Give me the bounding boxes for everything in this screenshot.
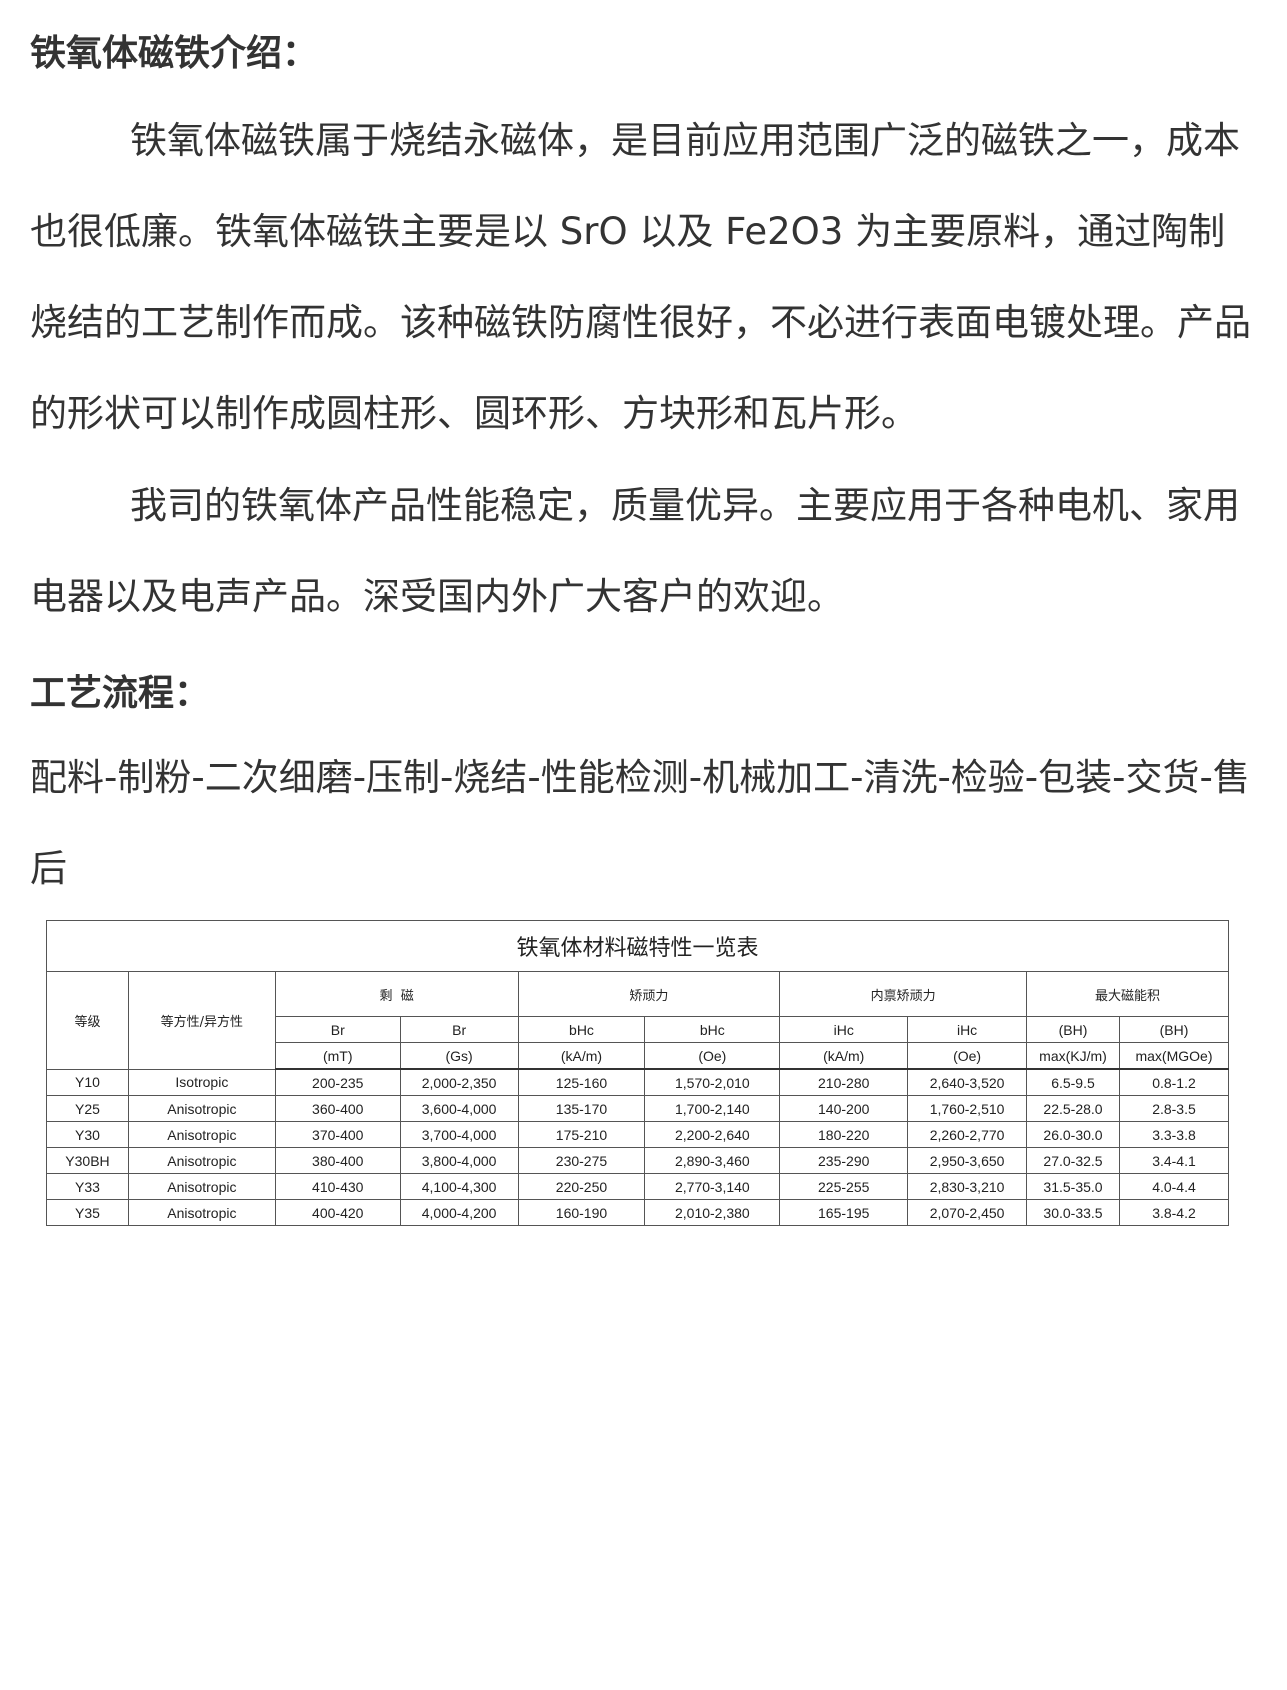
table-cell: 1,700-2,140: [644, 1095, 781, 1122]
table-cell: (kA/m): [517, 1042, 646, 1070]
table-cell: 30.0-33.5: [1026, 1199, 1120, 1226]
table-cell: 225-255: [779, 1173, 909, 1200]
table-cell: (BH): [1118, 1016, 1230, 1043]
table-cell: 370-400: [274, 1121, 401, 1148]
table-cell: 27.0-32.5: [1026, 1147, 1120, 1174]
table-cell: 210-280: [779, 1068, 909, 1096]
table-row: Y30BH Anisotropic 380-400 3,800-4,000 230-27…: [46, 1147, 1230, 1174]
table-cell: 410-430: [274, 1173, 401, 1200]
table-cell: 3,600-4,000: [399, 1095, 519, 1122]
table-cell: 3,700-4,000: [399, 1121, 519, 1148]
table-cell: max(MGOe): [1118, 1042, 1230, 1070]
table-cell: Y35: [46, 1199, 129, 1226]
table-cell: 6.5-9.5: [1026, 1068, 1120, 1096]
table-cell: 0.8-1.2: [1118, 1068, 1230, 1096]
table-cell: Y30: [46, 1121, 129, 1148]
table-cell: Anisotropic: [127, 1199, 276, 1226]
table-cell: 3.3-3.8: [1118, 1121, 1230, 1148]
table-cell: 400-420: [274, 1199, 401, 1226]
table-cell: 220-250: [517, 1173, 646, 1200]
header-grade: 等级: [46, 971, 129, 1070]
table-cell: 1,760-2,510: [907, 1095, 1028, 1122]
intro-paragraph-2: 我司的铁氧体产品性能稳定，质量优异。主要应用于各种电机、家用电器以及电声产品。深…: [30, 484, 1240, 618]
table-cell: 3.4-4.1: [1118, 1147, 1230, 1174]
table-cell: Anisotropic: [127, 1095, 276, 1122]
table-cell: 235-290: [779, 1147, 909, 1174]
header-group: 矫顽力: [517, 971, 781, 1017]
table-cell: 230-275: [517, 1147, 646, 1174]
table-cell: iHc: [907, 1016, 1028, 1043]
table-row: Y35 Anisotropic 400-420 4,000-4,200 160-190 2…: [46, 1199, 1230, 1226]
table-cell: (Gs): [399, 1042, 519, 1070]
table-cell: 4.0-4.4: [1118, 1173, 1230, 1200]
table-cell: 2,830-3,210: [907, 1173, 1028, 1200]
table-cell: (kA/m): [779, 1042, 909, 1070]
table-cell: 26.0-30.0: [1026, 1121, 1120, 1148]
table-cell: Br: [399, 1016, 519, 1043]
intro-heading: 铁氧体磁铁介绍：: [30, 33, 319, 74]
table-cell: 2,890-3,460: [644, 1147, 781, 1174]
table-cell: 4,100-4,300: [399, 1173, 519, 1200]
table-cell: 165-195: [779, 1199, 909, 1226]
process-steps: 配料-制粉-二次细磨-压制-烧结-性能检测-机械加工-清洗-检验-包装-交货-售…: [30, 756, 1250, 890]
table-cell: 380-400: [274, 1147, 401, 1174]
table-cell: (BH): [1026, 1016, 1120, 1043]
table-title: 铁氧体材料磁特性一览表: [46, 920, 1229, 972]
table-cell: (Oe): [907, 1042, 1028, 1070]
table-cell: 3.8-4.2: [1118, 1199, 1230, 1226]
table-cell: 22.5-28.0: [1026, 1095, 1120, 1122]
table-cell: 135-170: [517, 1095, 646, 1122]
intro-paragraph-1: 铁氧体磁铁属于烧结永磁体，是目前应用范围广泛的磁铁之一，成本也很低廉。铁氧体磁铁…: [30, 119, 1251, 435]
table-cell: iHc: [779, 1016, 909, 1043]
table-cell: 360-400: [274, 1095, 401, 1122]
header-group: 内禀矫顽力: [779, 971, 1028, 1017]
table-cell: 31.5-35.0: [1026, 1173, 1120, 1200]
table-cell: 2,010-2,380: [644, 1199, 781, 1226]
table-cell: (mT): [274, 1042, 401, 1070]
table-cell: 2,000-2,350: [399, 1068, 519, 1096]
table-cell: Anisotropic: [127, 1173, 276, 1200]
table-cell: 175-210: [517, 1121, 646, 1148]
table-cell: 125-160: [517, 1068, 646, 1096]
table-cell: Y30BH: [46, 1147, 129, 1174]
table-cell: 2,200-2,640: [644, 1121, 781, 1148]
table-cell: Anisotropic: [127, 1121, 276, 1148]
table-cell: 1,570-2,010: [644, 1068, 781, 1096]
table-cell: max(KJ/m): [1026, 1042, 1120, 1070]
table-row: Y10 Isotropic 200-235 2,000-2,350 125-160 1,5…: [46, 1068, 1230, 1096]
header-group: 剩 磁: [274, 971, 519, 1017]
table-cell: 2,770-3,140: [644, 1173, 781, 1200]
table-cell: Y25: [46, 1095, 129, 1122]
table-cell: bHc: [517, 1016, 646, 1043]
table-row: Y30 Anisotropic 370-400 3,700-4,000 175-210 2…: [46, 1121, 1230, 1148]
table-cell: 2.8-3.5: [1118, 1095, 1230, 1122]
table-cell: 140-200: [779, 1095, 909, 1122]
table-cell: (Oe): [644, 1042, 781, 1070]
table-cell: 2,260-2,770: [907, 1121, 1028, 1148]
table-cell: Anisotropic: [127, 1147, 276, 1174]
table-cell: 2,070-2,450: [907, 1199, 1028, 1226]
table-cell: 2,640-3,520: [907, 1068, 1028, 1096]
header-isotropy: 等方性/异方性: [127, 971, 276, 1070]
table-row: Y25 Anisotropic 360-400 3,600-4,000 135-170 1…: [46, 1095, 1230, 1122]
ferrite-properties-table: 铁氧体材料磁特性一览表 等级 等方性/异方性 剩 磁 矫顽力 内禀矫顽力 最大磁…: [46, 920, 1230, 1226]
table-cell: Y33: [46, 1173, 129, 1200]
table-cell: 200-235: [274, 1068, 401, 1096]
table-cell: 4,000-4,200: [399, 1199, 519, 1226]
table-cell: 2,950-3,650: [907, 1147, 1028, 1174]
table-cell: 180-220: [779, 1121, 909, 1148]
table-cell: bHc: [644, 1016, 781, 1043]
table-cell: 3,800-4,000: [399, 1147, 519, 1174]
table-cell: Y10: [46, 1068, 129, 1096]
table-cell: Br: [274, 1016, 401, 1043]
table-row: Y33 Anisotropic 410-430 4,100-4,300 220-250 2…: [46, 1173, 1230, 1200]
header-group: 最大磁能积: [1026, 971, 1229, 1017]
table-cell: Isotropic: [127, 1068, 276, 1096]
table-cell: 160-190: [517, 1199, 646, 1226]
process-heading: 工艺流程：: [30, 673, 211, 714]
